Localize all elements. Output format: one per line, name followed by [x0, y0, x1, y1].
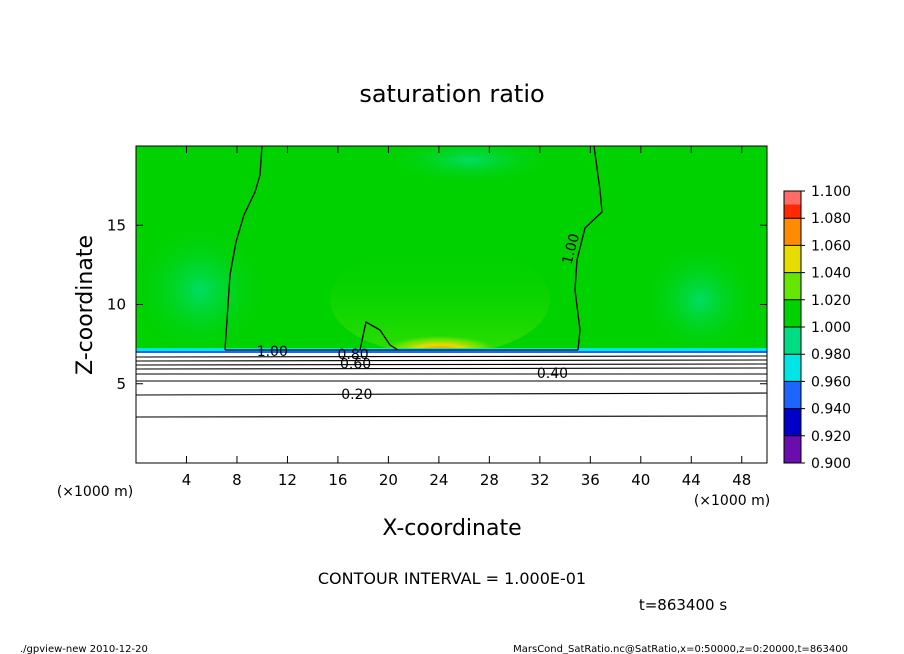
- contour-line-060: [136, 363, 767, 366]
- colorbar-segment: [784, 381, 801, 409]
- contour-line-050: [136, 367, 767, 370]
- colorbar-segment: [784, 435, 801, 463]
- colorbar-label: 0.920: [811, 429, 851, 445]
- colorbar-label: 1.100: [811, 184, 851, 200]
- blue-band: [136, 351, 767, 353]
- contour-line-080: [136, 355, 767, 358]
- dry-layer: [136, 353, 767, 463]
- colorbar-label: 1.080: [811, 211, 851, 227]
- colorbar-label: 0.900: [811, 456, 851, 472]
- x-tick-label: 20: [379, 471, 398, 489]
- colorbar-label: 1.060: [811, 238, 851, 254]
- x-tick-label: 28: [480, 471, 499, 489]
- field-shade-top: [380, 146, 560, 185]
- contour-line-100-right: [574, 146, 603, 351]
- x-axis-label: X-coordinate: [382, 516, 521, 541]
- contour-line-020: [136, 392, 767, 396]
- contour-label: 1.00: [560, 232, 584, 266]
- y-axis-label: Z-coordinate: [73, 235, 98, 375]
- colorbar-label: 0.960: [811, 374, 851, 390]
- contour-label: 0.20: [341, 387, 372, 403]
- field-shade-left: [136, 220, 270, 360]
- colorbar-segment: [784, 354, 801, 382]
- colorbar-segment: [784, 218, 801, 246]
- x-tick-label: 36: [581, 471, 600, 489]
- colorbar-label: 1.000: [811, 320, 851, 336]
- contour-line-100-bump: [359, 320, 399, 351]
- y-tick-label: 15: [107, 216, 126, 234]
- x-tick-label: 12: [278, 471, 297, 489]
- colorbar-segment: [784, 408, 801, 436]
- x-tick-label: 4: [182, 471, 192, 489]
- contour-label: 0.40: [537, 366, 568, 382]
- contour-line-010: [136, 415, 767, 418]
- x-tick-label: 16: [328, 471, 347, 489]
- x-tick-label: 24: [429, 471, 448, 489]
- x-tick-label: 44: [682, 471, 701, 489]
- contour-line-070: [136, 359, 767, 362]
- footer-left: ./gpview-new 2010-12-20: [20, 644, 148, 654]
- colorbar: 0.900 0.920 0.940 0.960 0.980 1.000 1.020 1.040…: [783, 184, 851, 472]
- x-tick-label: 32: [530, 471, 549, 489]
- colorbar-segment: [784, 299, 801, 327]
- chart-title: saturation ratio: [359, 80, 544, 108]
- field-shade-right: [640, 240, 760, 360]
- contour-label: 0.80: [337, 347, 368, 363]
- y-tick-label: 5: [116, 375, 126, 393]
- colorbar-segment-top: [784, 191, 801, 205]
- contour-interval-text: CONTOUR INTERVAL = 1.000E-01: [318, 569, 586, 588]
- x-axis-unit-left: (×1000 m): [57, 484, 133, 500]
- colorbar-label: 1.040: [811, 266, 851, 282]
- time-text: t=863400 s: [639, 596, 727, 614]
- y-tick-label: 10: [107, 296, 126, 314]
- contour-labels: 1.00 1.00 0.800.60 0.40 0.20: [257, 232, 583, 403]
- colorbar-label: 1.020: [811, 293, 851, 309]
- plot-area: [136, 146, 767, 463]
- contour-line-100-left: [224, 146, 263, 351]
- footer-right: MarsCond_SatRatio.nc@SatRatio,x=0:50000,…: [513, 644, 848, 654]
- colorbar-segment: [784, 327, 801, 355]
- x-tick-label: 48: [732, 471, 751, 489]
- colorbar-segment: [784, 272, 801, 300]
- x-axis-unit-right: (×1000 m): [694, 493, 770, 509]
- colorbar-segment: [784, 245, 801, 273]
- field-warm-center: [330, 245, 550, 355]
- colorbar-label: 0.980: [811, 347, 851, 363]
- y-axis-ticks: 5 10 15: [107, 216, 767, 393]
- x-tick-label: 8: [232, 471, 242, 489]
- x-axis-ticks: 4 8 12 16 20 24 28 32 36 40 44 48: [182, 146, 751, 489]
- x-tick-label: 40: [631, 471, 650, 489]
- contour-label: 1.00: [257, 344, 288, 360]
- contour-label: 0.60: [340, 357, 371, 373]
- colorbar-label: 0.940: [811, 402, 851, 418]
